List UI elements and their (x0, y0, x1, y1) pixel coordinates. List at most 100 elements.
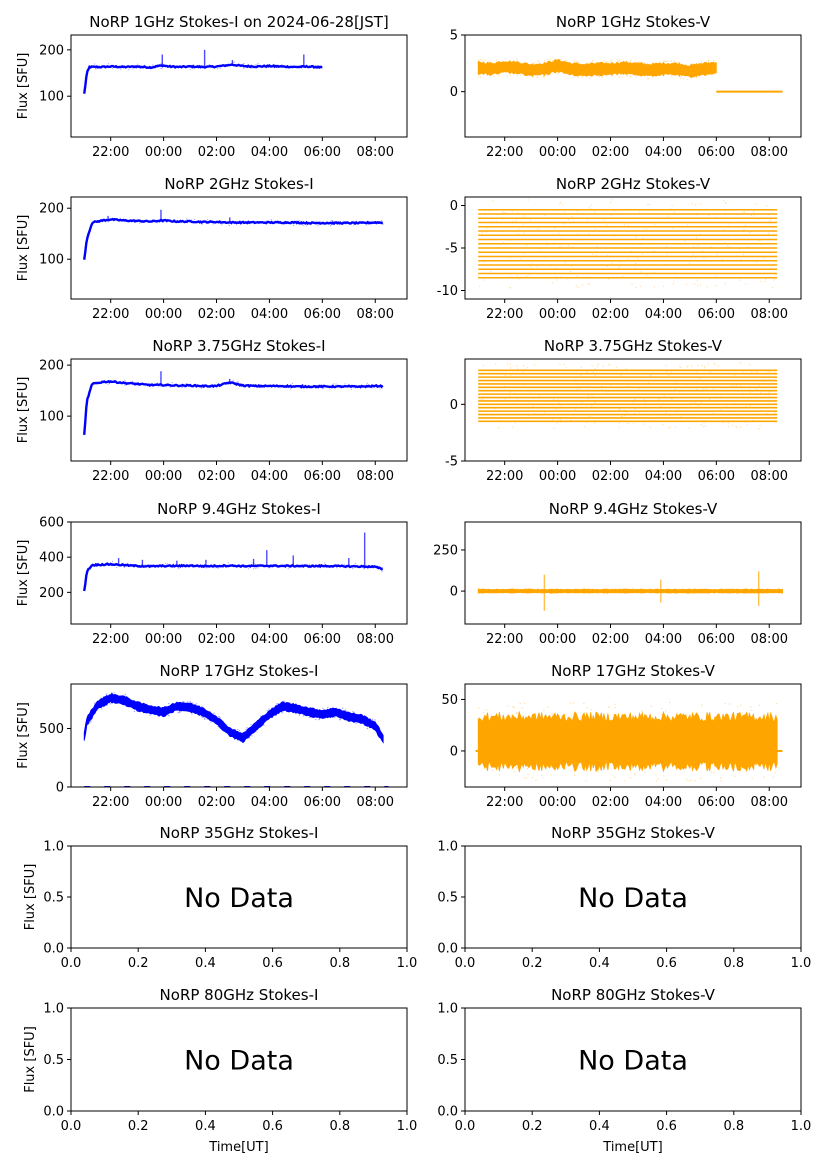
scatter-point (525, 777, 527, 780)
scatter-point (302, 710, 304, 712)
scatter-point (653, 589, 655, 591)
scatter-point (243, 63, 245, 65)
scatter-point (604, 589, 606, 591)
scatter-point (651, 263, 654, 266)
scatter-point (666, 252, 668, 255)
scatter-point (563, 737, 566, 740)
scatter-point (612, 75, 614, 77)
scatter-point (492, 200, 494, 202)
scatter-point (549, 58, 552, 61)
scatter-point (227, 223, 230, 225)
scatter-point (335, 708, 337, 710)
scatter-point (517, 368, 519, 370)
data-layer (478, 199, 778, 289)
scatter-point (644, 402, 646, 404)
scatter-point (503, 66, 506, 69)
scatter-point (491, 376, 493, 378)
x-tick-label: 02:00 (592, 469, 629, 484)
scatter-point (341, 713, 344, 715)
scatter-point (694, 256, 696, 259)
scatter-point (492, 769, 494, 772)
scatter-point (577, 233, 579, 235)
scatter-point (493, 75, 495, 77)
scatter-point (781, 592, 784, 595)
scatter-point (677, 714, 679, 716)
scatter-point (97, 704, 100, 706)
scatter-point (559, 421, 562, 423)
scatter-point (639, 588, 641, 590)
scatter-point (320, 67, 322, 69)
scatter-point (500, 243, 502, 246)
scatter-point (734, 738, 737, 740)
scatter-point (559, 404, 562, 406)
scatter-point (173, 706, 176, 708)
scatter-point (606, 592, 608, 595)
scatter-point (542, 76, 544, 78)
scatter-point (634, 412, 636, 414)
scatter-point (273, 67, 275, 69)
scatter-point (629, 588, 631, 590)
scatter-point (636, 237, 638, 239)
scatter-point (599, 592, 601, 594)
scatter-point (654, 417, 656, 419)
scatter-point (506, 591, 509, 593)
scatter-point (673, 211, 676, 214)
scatter-point (778, 588, 780, 590)
scatter-point (766, 412, 768, 415)
scatter-point (716, 253, 718, 255)
scatter-point (761, 745, 764, 748)
scatter-point (666, 592, 668, 594)
scatter-point (124, 566, 126, 568)
scatter-point (522, 590, 525, 592)
scatter-point (322, 387, 325, 389)
scatter-point (667, 589, 670, 591)
scatter-point (340, 717, 343, 720)
scatter-point (665, 246, 668, 248)
scatter-point (277, 219, 279, 222)
scatter-point (481, 235, 483, 237)
scatter-point (371, 721, 374, 723)
scatter-point (737, 745, 739, 747)
scatter-point (131, 380, 134, 382)
scatter-point (482, 396, 485, 398)
scatter-point (672, 227, 674, 230)
scatter-point (697, 284, 699, 287)
scatter-point (611, 262, 613, 264)
scatter-point (107, 383, 109, 385)
scatter-point (693, 65, 695, 67)
scatter-point (770, 210, 772, 212)
scatter-point (581, 284, 584, 286)
scatter-point (204, 220, 206, 223)
scatter-point (744, 224, 747, 227)
x-tick-label: 0.6 (656, 1119, 677, 1134)
scatter-point (491, 592, 494, 594)
x-tick-label: 04:00 (645, 307, 682, 322)
scatter-point (625, 411, 627, 413)
scatter-point (235, 63, 238, 66)
scatter-point (695, 77, 698, 79)
scatter-point (742, 230, 745, 232)
scatter-point (573, 60, 576, 62)
scatter-point (624, 403, 626, 405)
scatter-point (372, 719, 374, 722)
scatter-point (623, 62, 626, 64)
scatter-point (567, 245, 570, 247)
scatter-point (674, 388, 676, 390)
scatter-point (513, 217, 515, 219)
scatter-point (496, 761, 498, 763)
panel-title: NoRP 17GHz Stokes-I (160, 662, 319, 680)
scatter-point (577, 286, 579, 288)
scatter-point (176, 705, 179, 707)
scatter-point (245, 729, 247, 731)
scatter-point (726, 592, 729, 594)
scatter-point (634, 69, 636, 71)
scatter-point (722, 421, 724, 424)
scatter-point (582, 726, 584, 728)
scatter-point (276, 703, 278, 705)
scatter-point (133, 710, 136, 713)
scatter-point (300, 223, 303, 225)
scatter-point (763, 376, 765, 379)
scatter-point (620, 416, 623, 418)
scatter-point (554, 726, 556, 728)
